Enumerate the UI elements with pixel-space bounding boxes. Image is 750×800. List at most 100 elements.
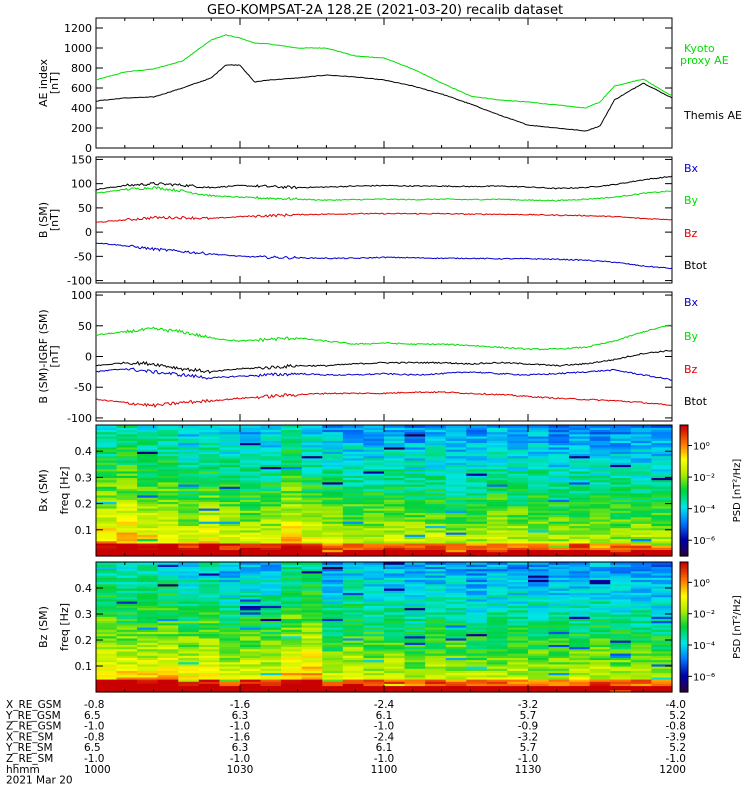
colorbar-segment	[680, 583, 688, 587]
spectrogram-cell	[96, 687, 118, 691]
spectrogram-cell	[116, 475, 138, 478]
spectrogram-cell	[569, 464, 591, 468]
legend-btot: Btot	[684, 395, 708, 408]
spectrogram-cell	[240, 449, 262, 452]
y-tick-label: 0.2	[75, 498, 93, 511]
spectrogram-cell	[528, 650, 550, 654]
spectrogram-cell	[322, 466, 344, 470]
spectrogram-cell	[198, 650, 221, 654]
spectrogram-cell	[651, 444, 673, 448]
spectrogram-cell	[589, 605, 611, 609]
spectrogram-cell	[630, 598, 653, 602]
spectrogram-cell	[651, 435, 673, 439]
spectrogram-cell	[96, 642, 118, 645]
spectrogram-cell	[610, 451, 632, 454]
spectrogram-cell	[281, 575, 303, 578]
spectrogram-cell	[528, 435, 550, 439]
spectrogram-cell	[466, 685, 488, 689]
spectrogram-cell	[548, 640, 570, 643]
spectrogram-cell	[116, 627, 138, 630]
spectrogram-cell	[219, 590, 241, 593]
colorbar-segment	[680, 618, 688, 622]
spectrogram-cell	[260, 663, 282, 667]
y-axis-label: Bx (SM)	[37, 469, 50, 512]
spectrogram-cell	[384, 518, 406, 522]
spectrogram-cell	[486, 570, 509, 574]
spectrogram-cell	[466, 470, 488, 474]
spectrogram-cell	[384, 685, 406, 689]
spectrogram-cell	[528, 527, 550, 531]
spectrogram-cell	[301, 442, 323, 446]
spectrogram-cell	[445, 525, 467, 529]
spectrogram-cell	[630, 499, 653, 503]
spectrogram-cell	[198, 672, 221, 676]
spectrogram-cell	[157, 521, 179, 524]
spectrogram-cell	[384, 653, 406, 656]
spectrogram-cell	[240, 531, 262, 535]
spectrogram-cell	[651, 611, 673, 615]
spectrogram-cell	[486, 475, 509, 478]
spectrogram-cell	[342, 444, 365, 448]
spectrogram-cell	[342, 547, 365, 551]
spectrogram-cell	[178, 481, 200, 485]
spectrogram-cell	[240, 534, 262, 537]
spectrogram-cell	[404, 659, 426, 663]
spectrogram-cell	[569, 481, 591, 485]
spectrogram-cell	[630, 503, 653, 507]
colorbar-segment	[680, 534, 688, 537]
spectrogram-cell	[137, 681, 159, 684]
spectrogram-cell	[96, 624, 118, 628]
spectrogram-cell	[589, 679, 611, 682]
spectrogram-cell	[342, 603, 365, 606]
spectrogram-cell	[589, 601, 611, 604]
spectrogram-cell	[466, 603, 488, 606]
spectrogram-cell	[198, 483, 221, 487]
spectrogram-cell	[445, 583, 467, 587]
spectrogram-cell	[116, 540, 138, 544]
spectrogram-cell	[528, 540, 550, 544]
spectrogram-cell	[425, 479, 447, 483]
spectrogram-cell	[425, 516, 447, 520]
spectrogram-cell	[589, 514, 611, 518]
spectrogram-cell	[466, 446, 488, 450]
spectrogram-cell	[342, 427, 365, 430]
spectrogram-cell	[651, 440, 673, 444]
spectrogram-cell	[281, 564, 303, 567]
spectrogram-cell	[342, 562, 365, 565]
spectrogram-cell	[384, 435, 406, 439]
spectrogram-cell	[342, 605, 365, 609]
spectrogram-cell	[528, 512, 550, 516]
spectrogram-cell	[630, 438, 653, 441]
spectrogram-cell	[445, 431, 467, 435]
spectrogram-cell	[445, 438, 467, 441]
spectrogram-cell	[486, 666, 509, 669]
spectrogram-cell	[260, 640, 282, 643]
spectrogram-cell	[96, 607, 118, 611]
spectrogram-cell	[630, 473, 653, 476]
spectrogram-cell	[486, 442, 509, 446]
spectrogram-cell	[528, 551, 550, 555]
spectrogram-cell	[466, 536, 488, 540]
spectrogram-cell	[384, 575, 406, 578]
spectrogram-cell	[507, 440, 529, 444]
colorbar-segment	[680, 627, 688, 630]
spectrogram-cell	[301, 609, 323, 613]
spectrogram-cell	[342, 453, 365, 457]
spectrogram-cell	[404, 444, 426, 448]
spectrogram-cell	[198, 549, 221, 553]
spectrogram-cell	[651, 687, 673, 691]
legend-btot: Btot	[684, 259, 708, 272]
spectrogram-cell	[404, 516, 426, 520]
spectrogram-cell	[404, 666, 426, 669]
panel-spec_bx: 0.10.20.30.4Bx (SM) freq [Hz]10⁰10⁻²10⁻⁴1…	[37, 424, 743, 557]
spectrogram-cell	[116, 545, 138, 548]
spectrogram-cell	[569, 459, 591, 463]
spectrogram-cell	[198, 464, 221, 468]
spectrogram-cell	[301, 577, 323, 580]
spectrogram-cell	[198, 446, 221, 450]
y-tick-label: 0.3	[75, 608, 93, 621]
spectrogram-cell	[486, 637, 509, 641]
spectrogram-cell	[548, 453, 570, 457]
spectrogram-cell	[116, 568, 138, 572]
spectrogram-cell	[240, 674, 262, 678]
